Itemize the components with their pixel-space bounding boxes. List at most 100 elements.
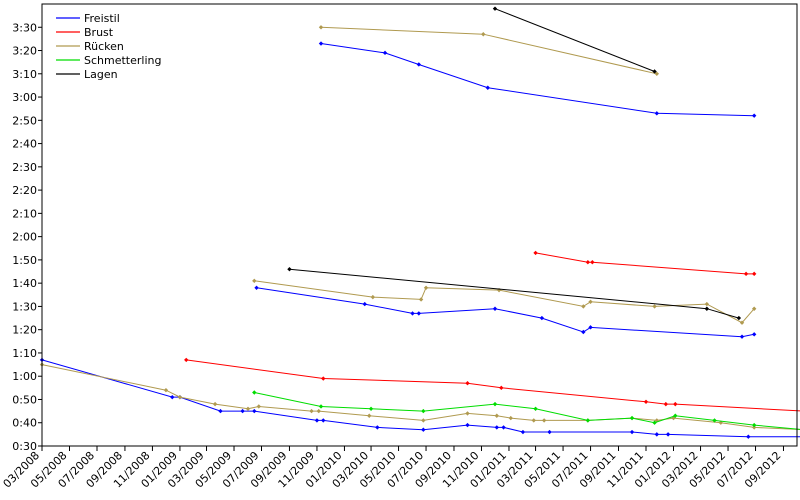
data-point <box>218 408 223 414</box>
y-tick-label: 1:40 <box>12 277 37 290</box>
data-point <box>375 425 380 430</box>
data-point <box>421 418 426 423</box>
data-point <box>585 418 591 423</box>
y-tick-label: 0:30 <box>12 440 37 453</box>
data-point <box>501 425 506 430</box>
legend-label: Freistil <box>84 12 120 25</box>
series-line <box>41 364 800 431</box>
data-point <box>287 267 292 272</box>
y-tick-label: 3:10 <box>12 68 37 81</box>
series-brust <box>184 250 800 412</box>
data-point <box>746 434 751 439</box>
data-point <box>590 260 595 265</box>
data-point <box>654 71 660 76</box>
data-point <box>629 429 635 435</box>
data-point <box>547 429 552 435</box>
data-point <box>370 294 376 300</box>
data-point <box>418 297 424 302</box>
y-axis-ticks: 0:30 0:40 0:50 1:00 1:10 1:20 1:30 1:40 1:50 2:00… <box>12 21 42 453</box>
data-point <box>465 380 470 386</box>
data-point <box>316 408 321 414</box>
data-point <box>410 311 415 316</box>
y-tick-label: 1:20 <box>12 324 37 337</box>
data-point <box>163 387 169 393</box>
data-point <box>318 404 324 409</box>
data-point <box>652 420 657 425</box>
data-point <box>492 401 498 407</box>
series-rcken <box>39 25 800 431</box>
data-point <box>739 334 745 339</box>
data-point <box>751 425 757 430</box>
data-point <box>588 325 593 330</box>
plot-frame <box>41 3 798 447</box>
data-point <box>492 6 498 11</box>
data-point <box>252 408 257 414</box>
y-tick-label: 0:50 <box>12 393 37 406</box>
data-point <box>673 413 678 418</box>
data-point <box>739 320 745 325</box>
data-point <box>465 411 470 416</box>
data-point <box>240 408 245 414</box>
data-point <box>581 329 586 335</box>
data-point <box>751 113 757 118</box>
data-point <box>581 304 586 309</box>
y-tick-label: 3:00 <box>12 91 37 104</box>
data-point <box>541 418 547 423</box>
series-line <box>535 252 755 275</box>
data-point <box>654 432 660 437</box>
series-lagen <box>287 6 742 321</box>
series-line <box>254 392 800 430</box>
data-point <box>416 311 422 316</box>
legend-item-freistil: Freistil <box>56 12 120 25</box>
data-point <box>485 85 490 90</box>
data-point <box>318 41 324 46</box>
data-point <box>629 415 635 421</box>
data-point <box>481 32 486 37</box>
series-line <box>289 268 740 319</box>
y-tick-label: 1:50 <box>12 254 37 267</box>
data-point <box>465 422 470 428</box>
data-point <box>585 260 591 265</box>
y-tick-label: 0:40 <box>12 417 37 430</box>
series-line <box>254 280 755 324</box>
y-tick-label: 2:00 <box>12 231 37 244</box>
data-point <box>321 376 326 381</box>
data-point <box>494 425 500 430</box>
series-schmetterling <box>252 390 800 430</box>
data-point <box>245 406 251 411</box>
y-tick-label: 2:30 <box>12 161 37 174</box>
data-point <box>663 401 669 407</box>
y-tick-label: 2:50 <box>12 114 37 127</box>
data-point <box>718 420 724 425</box>
data-point <box>531 418 536 423</box>
data-point <box>494 413 500 418</box>
data-point <box>712 418 717 423</box>
data-point <box>318 25 324 30</box>
data-point <box>421 427 426 432</box>
data-point <box>423 285 429 291</box>
data-point <box>492 306 498 311</box>
data-point <box>652 69 657 74</box>
data-point <box>751 422 757 428</box>
x-axis-ticks: 03/200805/200807/200809/200811/200801/20… <box>1 446 784 490</box>
data-point <box>539 315 545 321</box>
data-point <box>368 406 374 411</box>
y-tick-label: 1:30 <box>12 300 37 313</box>
data-point <box>704 306 710 311</box>
legend-label: Schmetterling <box>84 54 161 67</box>
data-point <box>751 271 757 277</box>
y-tick-label: 2:20 <box>12 184 37 197</box>
y-tick-label: 1:00 <box>12 370 37 383</box>
data-point <box>751 306 757 311</box>
y-tick-label: 1:10 <box>12 347 37 360</box>
data-point <box>382 50 388 56</box>
y-tick-label: 3:30 <box>12 21 37 34</box>
data-point <box>652 304 657 309</box>
data-point <box>321 418 326 423</box>
data-point <box>736 315 742 321</box>
data-point <box>212 401 218 407</box>
data-point <box>177 394 183 400</box>
series-line <box>186 359 800 412</box>
series-freistil <box>39 41 800 439</box>
